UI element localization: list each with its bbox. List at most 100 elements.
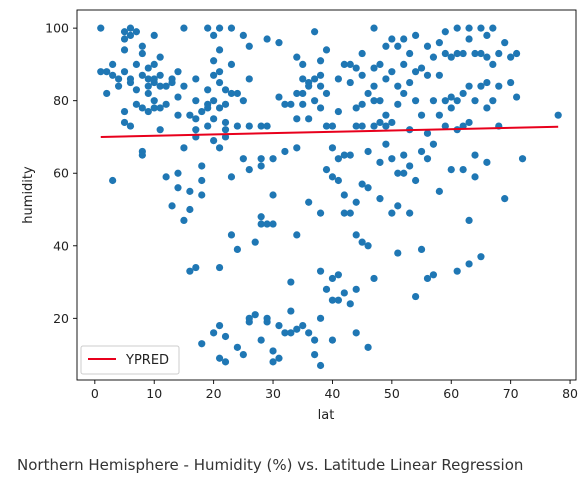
data-point — [215, 263, 224, 272]
data-point — [477, 24, 485, 32]
data-point — [186, 205, 194, 214]
data-point — [311, 336, 319, 344]
data-point — [400, 169, 408, 177]
data-point — [388, 68, 396, 76]
data-point — [210, 97, 218, 105]
data-point — [388, 209, 396, 217]
data-point — [495, 49, 503, 58]
data-point — [210, 115, 218, 123]
data-point — [120, 35, 129, 43]
data-point — [364, 343, 372, 351]
data-point — [263, 314, 271, 322]
data-point — [245, 318, 253, 326]
data-point — [316, 57, 325, 65]
data-point — [120, 46, 129, 54]
data-point — [358, 100, 366, 108]
data-point — [299, 321, 307, 330]
data-point — [233, 89, 241, 98]
legend: YPRED — [80, 345, 180, 375]
data-point — [316, 104, 325, 112]
data-point — [245, 166, 253, 174]
data-point — [132, 60, 141, 69]
data-point — [138, 42, 146, 50]
data-point — [221, 126, 230, 134]
data-point — [293, 144, 301, 152]
data-point — [221, 358, 230, 366]
data-point — [376, 118, 384, 127]
data-point — [97, 24, 105, 32]
y-tick-label: 40 — [53, 238, 69, 253]
data-point — [388, 35, 396, 43]
y-tick-label: 100 — [45, 21, 69, 36]
data-point — [429, 53, 438, 61]
data-point — [465, 24, 473, 32]
data-point — [251, 238, 259, 246]
legend-box — [80, 345, 180, 375]
data-point — [132, 86, 141, 94]
data-point — [210, 31, 218, 39]
data-point — [114, 75, 123, 83]
data-point — [388, 155, 396, 163]
data-point — [114, 82, 123, 90]
data-point — [263, 35, 271, 43]
x-axis-label: lat — [318, 408, 335, 423]
data-point — [174, 68, 182, 76]
data-point — [245, 42, 253, 50]
figure-caption: Northern Hemisphere - Humidity (%) vs. L… — [17, 456, 524, 474]
data-point — [352, 198, 360, 206]
data-point — [364, 147, 372, 156]
data-point — [394, 82, 402, 90]
data-point — [406, 209, 414, 217]
data-point — [192, 263, 200, 272]
x-tick-label: 10 — [146, 386, 162, 401]
data-point — [512, 49, 521, 58]
data-point — [358, 180, 366, 188]
x-tick-label: 70 — [503, 386, 519, 401]
data-point — [281, 147, 289, 156]
data-point — [281, 100, 289, 108]
data-point — [215, 144, 224, 152]
data-point — [429, 140, 438, 148]
data-point — [168, 202, 176, 210]
data-point — [364, 242, 372, 250]
data-point — [340, 289, 348, 297]
data-point — [412, 292, 420, 301]
data-point — [210, 57, 218, 65]
data-point — [287, 307, 295, 315]
data-point — [477, 253, 485, 261]
data-point — [180, 216, 188, 224]
data-point — [316, 209, 325, 217]
data-point — [346, 78, 354, 87]
data-point — [204, 122, 212, 130]
legend-label: YPRED — [125, 353, 169, 368]
data-point — [394, 169, 402, 177]
data-point — [334, 296, 342, 304]
data-point — [465, 260, 473, 268]
data-point — [120, 107, 129, 116]
data-point — [507, 53, 515, 61]
data-point — [144, 107, 152, 116]
data-point — [245, 75, 253, 83]
data-point — [382, 140, 390, 148]
data-point — [227, 60, 236, 69]
data-point — [198, 340, 206, 348]
y-axis-ticks: 20 40 60 80 100 — [45, 21, 77, 326]
data-point — [299, 60, 307, 69]
data-point — [150, 75, 158, 83]
data-point — [162, 173, 170, 181]
data-point — [150, 97, 158, 105]
data-point — [311, 75, 319, 83]
data-point — [233, 122, 241, 130]
data-point — [489, 97, 497, 105]
data-point — [358, 49, 366, 58]
data-point — [388, 118, 396, 127]
data-point — [239, 155, 247, 163]
data-point — [311, 97, 319, 105]
data-point — [120, 118, 129, 127]
y-tick-label: 20 — [53, 311, 69, 326]
data-point — [322, 166, 331, 174]
data-point — [215, 78, 224, 87]
data-point — [352, 104, 360, 112]
data-point — [210, 136, 218, 145]
x-tick-label: 80 — [562, 386, 578, 401]
